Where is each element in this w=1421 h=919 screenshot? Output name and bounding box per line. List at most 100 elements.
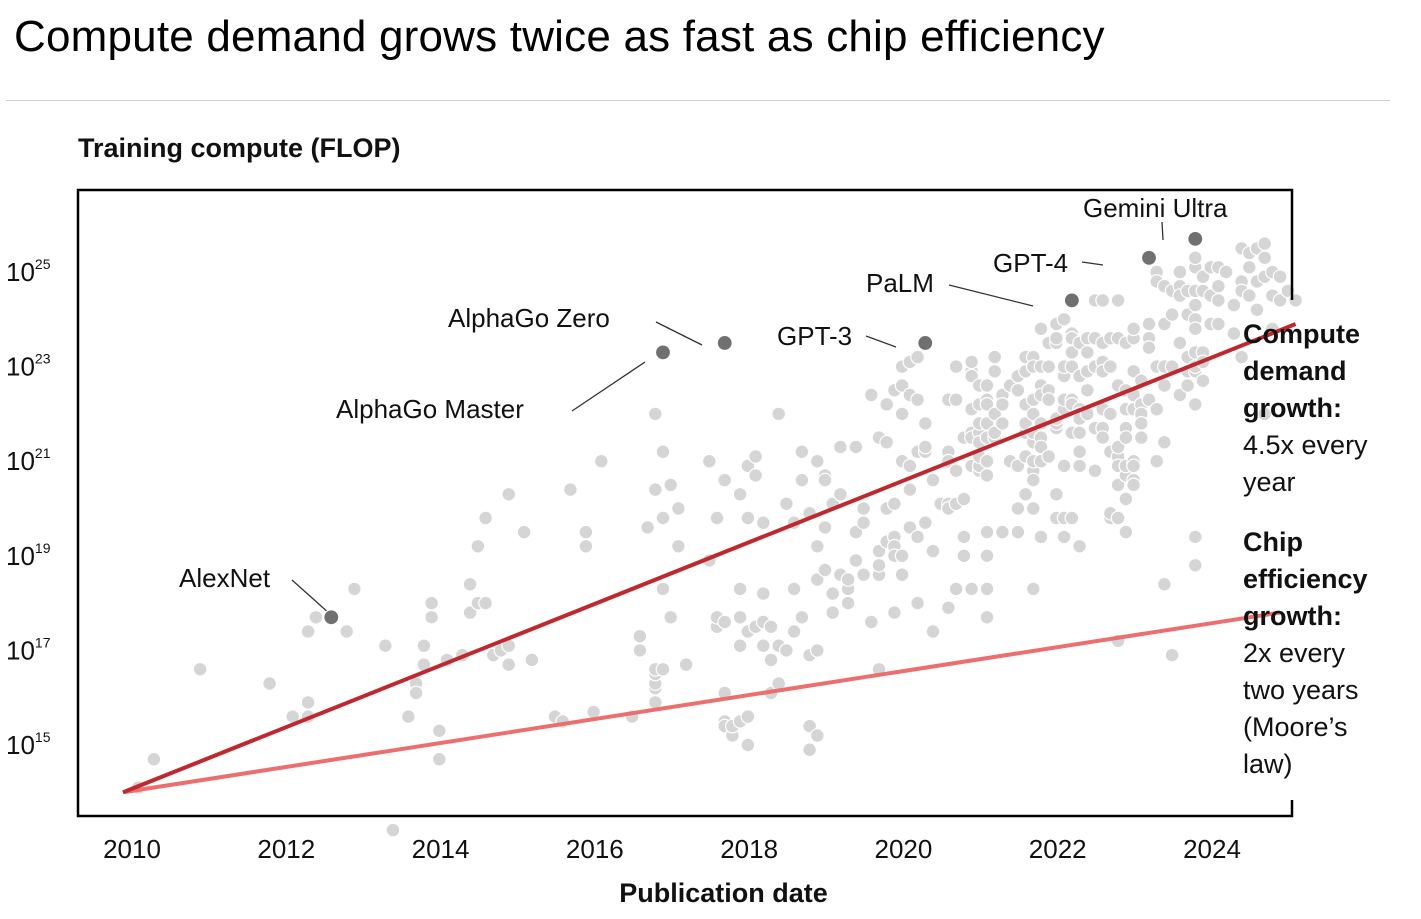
data-point <box>663 609 679 625</box>
data-point <box>948 463 964 479</box>
data-point <box>578 538 594 554</box>
efficiency-body-line: 2x every <box>1243 638 1346 668</box>
data-point <box>385 822 401 838</box>
data-point <box>910 529 925 545</box>
data-point <box>1126 363 1141 379</box>
data-point <box>825 586 841 601</box>
leader-line <box>1081 261 1104 266</box>
data-point <box>701 453 717 469</box>
data-point <box>802 742 817 758</box>
highlighted-point <box>654 344 672 361</box>
model-label: GPT-3 <box>777 321 852 351</box>
data-point <box>524 652 540 668</box>
data-point <box>647 406 663 422</box>
data-point <box>1187 557 1203 573</box>
data-point <box>902 482 918 498</box>
x-tick-label: 2020 <box>875 834 933 864</box>
efficiency-title-line: efficiency <box>1243 564 1368 594</box>
highlighted-point <box>716 334 733 352</box>
y-tick-base: 10 <box>6 446 35 476</box>
data-point <box>1257 236 1273 252</box>
data-point <box>1172 387 1188 403</box>
data-point <box>1041 359 1057 375</box>
data-point <box>879 434 895 450</box>
leader-line <box>1161 221 1164 241</box>
y-tick-base: 10 <box>6 352 35 382</box>
data-point <box>655 444 671 460</box>
data-point <box>1110 439 1126 455</box>
data-point <box>1249 302 1265 318</box>
data-point <box>755 638 771 654</box>
data-point <box>1072 538 1087 554</box>
points-layer <box>130 236 1303 838</box>
data-point <box>1126 321 1141 337</box>
data-point <box>941 600 956 616</box>
data-point <box>917 416 933 431</box>
data-point <box>848 553 864 568</box>
y-tick-label: 1015 <box>6 729 51 760</box>
data-point <box>1010 382 1026 398</box>
data-point <box>925 472 941 488</box>
model-label: AlphaGo Master <box>336 394 524 424</box>
data-point <box>424 595 440 611</box>
data-point <box>192 661 208 677</box>
data-point <box>1187 397 1203 412</box>
data-point <box>748 449 763 464</box>
demand-trend-line <box>122 322 1297 795</box>
y-tick-exponent: 25 <box>35 256 51 272</box>
data-point <box>740 737 756 753</box>
data-point <box>1187 321 1203 337</box>
page-title: Compute demand grows twice as fast as ch… <box>14 12 1105 61</box>
model-label: PaLM <box>866 268 934 298</box>
data-point <box>1133 416 1149 431</box>
y-tick-base: 10 <box>6 635 35 665</box>
data-point <box>1118 491 1134 507</box>
data-point <box>833 486 848 502</box>
data-point <box>925 543 941 559</box>
y-axis-label: Training compute (FLOP) <box>78 133 401 163</box>
x-axis-label: Publication date <box>619 878 828 908</box>
demand-body-line: 4.5x every <box>1243 430 1368 460</box>
y-tick-exponent: 19 <box>35 540 51 556</box>
highlighted-point <box>917 334 934 352</box>
data-point <box>1041 392 1057 408</box>
efficiency-title-line: Chip <box>1243 527 1303 557</box>
demand-title-line: demand <box>1243 356 1347 386</box>
trend-lines <box>122 322 1297 795</box>
data-point <box>910 392 925 408</box>
data-point <box>431 723 447 739</box>
x-tick-label: 2018 <box>720 834 778 864</box>
data-point <box>871 543 887 559</box>
data-point <box>300 695 316 710</box>
model-label: GPT-4 <box>993 248 1068 278</box>
data-point <box>478 510 494 526</box>
data-point <box>917 439 933 455</box>
data-point <box>1210 316 1226 332</box>
highlighted-point <box>1187 230 1204 247</box>
data-point <box>1218 264 1234 280</box>
data-point <box>1187 250 1203 266</box>
data-point <box>856 567 871 583</box>
data-point <box>871 557 887 573</box>
data-point <box>578 524 594 540</box>
data-point <box>779 643 794 658</box>
data-point <box>1187 297 1203 313</box>
data-point <box>956 529 972 545</box>
data-point <box>1226 326 1242 341</box>
data-point <box>902 458 918 474</box>
data-point <box>879 397 895 412</box>
data-point <box>1126 458 1141 474</box>
data-point <box>563 482 578 498</box>
data-point <box>894 378 910 393</box>
data-point <box>1056 311 1072 327</box>
data-point <box>817 520 833 535</box>
data-point <box>979 609 995 625</box>
data-point <box>1079 345 1095 360</box>
x-tick-label: 2010 <box>103 834 161 864</box>
efficiency-body-line: two years <box>1243 675 1359 705</box>
data-point <box>964 581 979 597</box>
data-point <box>809 643 825 658</box>
data-point <box>809 538 825 554</box>
data-point <box>1141 316 1157 332</box>
data-point <box>1048 330 1064 346</box>
